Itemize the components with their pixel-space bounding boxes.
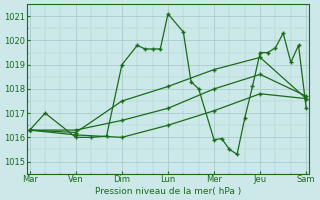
X-axis label: Pression niveau de la mer( hPa ): Pression niveau de la mer( hPa ): [95, 187, 241, 196]
